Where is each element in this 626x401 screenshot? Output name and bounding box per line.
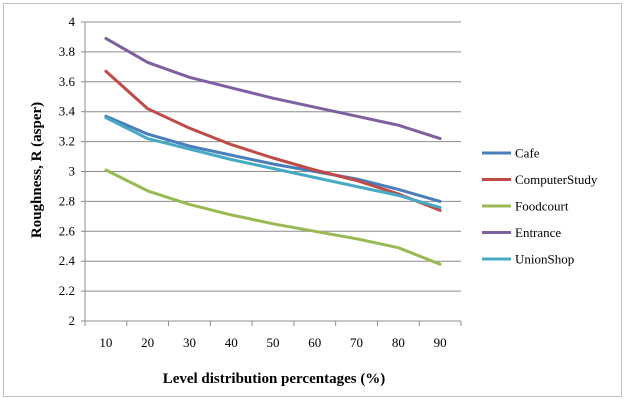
axes	[84, 22, 461, 322]
legend-label-entrance: Entrance	[515, 225, 561, 240]
x-tick-label: 60	[308, 335, 321, 350]
series-line-foodcourt	[104, 168, 442, 266]
series-line-cafe	[104, 114, 442, 203]
legend-label-unionshop: UnionShop	[515, 252, 574, 267]
legend: Cafe ComputerStudy Foodcourt Entrance UnionS…	[482, 146, 598, 267]
x-axis-title: Level distribution percentages (%)	[163, 371, 386, 387]
x-tick-label: 70	[350, 335, 363, 350]
x-tick-label: 10	[99, 335, 112, 350]
y-tick-label: 2	[69, 313, 76, 328]
y-axis-title: Roughness, R (asper)	[29, 102, 45, 238]
y-tick-label: 2.8	[59, 193, 75, 208]
y-tick-label: 2.2	[59, 283, 75, 298]
y-tick-label: 2.6	[59, 223, 76, 238]
x-tick-label: 30	[183, 335, 196, 350]
y-tick-labels: 2 2.2 2.4 2.6 2.8 3 3.2 3.4 3.6 3.8 4	[59, 14, 76, 328]
y-tick-label: 3.6	[59, 74, 76, 89]
x-tick-label: 40	[225, 335, 238, 350]
y-tick-label: 3	[69, 164, 76, 179]
x-tick-label: 20	[141, 335, 154, 350]
x-tick-labels: 10 20 30 40 50 60 70 80 90	[99, 335, 446, 350]
series-line-unionshop	[104, 116, 442, 209]
series-line-entrance	[104, 36, 442, 141]
y-tick-label: 3.8	[59, 44, 75, 59]
legend-label-cafe: Cafe	[515, 146, 540, 161]
legend-label-computerstudy: ComputerStudy	[515, 172, 598, 187]
y-tick-label: 4	[69, 14, 76, 29]
x-tick-label: 90	[434, 335, 447, 350]
x-tick-label: 50	[267, 335, 280, 350]
y-tick-label: 3.2	[59, 134, 75, 149]
series-line-computerstudy	[104, 69, 442, 212]
x-tick-label: 80	[392, 335, 405, 350]
gridlines	[81, 21, 462, 326]
series-lines	[104, 36, 442, 266]
legend-label-foodcourt: Foodcourt	[515, 199, 569, 214]
y-tick-label: 3.4	[59, 104, 76, 119]
y-tick-label: 2.4	[59, 253, 76, 268]
chart-frame	[3, 3, 622, 397]
